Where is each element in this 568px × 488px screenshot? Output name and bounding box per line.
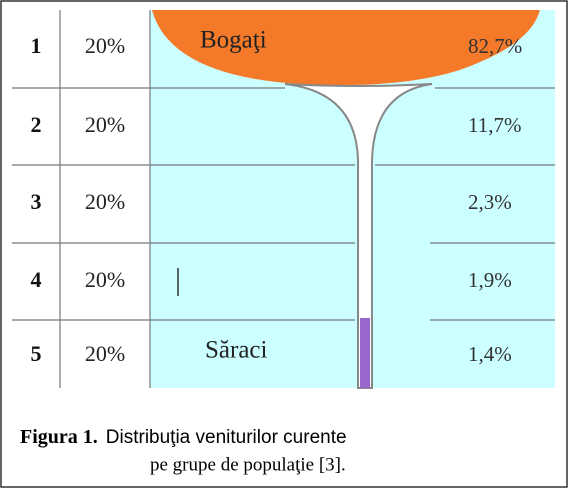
rank-cell: 2 <box>31 112 42 137</box>
rank-cell: 3 <box>31 189 42 214</box>
caption-text: pe grupe de populaţie [3]. <box>150 454 346 475</box>
rank-cell: 4 <box>31 267 42 292</box>
income-cell: 11,7% <box>468 113 521 137</box>
caption-label: Figura 1. <box>20 426 98 448</box>
income-cell: 1,9% <box>468 268 512 292</box>
rank-cell: 1 <box>31 33 42 58</box>
share-cell: 20% <box>85 33 125 58</box>
caption-text: Distribuţia veniturilor curente <box>106 427 347 448</box>
rich-bowl <box>152 10 540 86</box>
caption: Figura 1. Distribuţia veniturilor curente <box>20 426 347 448</box>
poor-label: Săraci <box>205 337 268 364</box>
glass-stem <box>284 83 433 389</box>
share-cell: 20% <box>85 112 125 137</box>
income-cell: 1,4% <box>468 342 512 366</box>
share-cell: 20% <box>85 267 125 292</box>
grid <box>12 10 555 388</box>
poor-segment <box>360 318 370 388</box>
share-cell: 20% <box>85 189 125 214</box>
rich-label: Bogaţi <box>200 27 267 54</box>
income-cell: 82,7% <box>468 34 522 58</box>
income-cell: 2,3% <box>468 190 512 214</box>
rank-cell: 5 <box>31 341 42 366</box>
share-cell: 20% <box>85 341 125 366</box>
table: 1 20% 82,7% 2 20% 11,7% 3 20% 2,3% 4 20% 1,9% 5 20% 1,… <box>31 33 523 366</box>
